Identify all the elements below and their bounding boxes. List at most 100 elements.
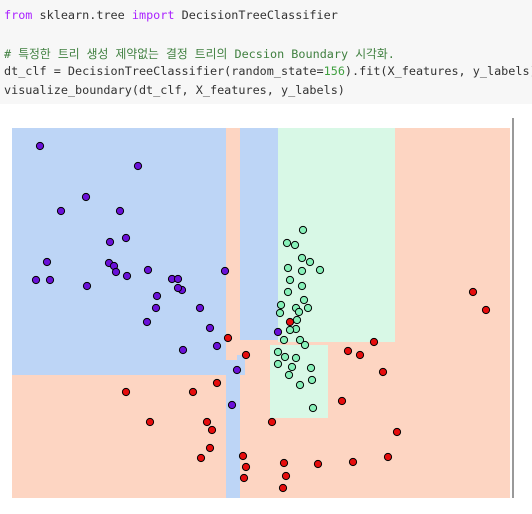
point <box>481 305 491 315</box>
point <box>133 161 143 171</box>
point <box>285 325 295 335</box>
point <box>232 365 242 375</box>
point <box>195 303 205 313</box>
point <box>212 341 222 351</box>
code-token: # 특정한 트리 생성 제약없는 결정 트리의 Decsion Boundary… <box>4 47 395 61</box>
point <box>348 457 358 467</box>
point <box>307 375 317 385</box>
point <box>241 462 251 472</box>
point <box>115 206 125 216</box>
point <box>295 380 305 390</box>
point <box>313 459 323 469</box>
code-token: visualize_boundary(dt_clf, X_features, y… <box>4 83 345 97</box>
code-line: from sklearn.tree import DecisionTreeCla… <box>4 8 338 22</box>
point <box>355 350 365 360</box>
point <box>105 237 115 247</box>
point <box>151 303 161 313</box>
decision-regions <box>12 128 510 498</box>
point <box>142 317 152 327</box>
point <box>283 287 293 297</box>
point <box>45 275 55 285</box>
point <box>276 300 286 310</box>
point <box>42 257 52 267</box>
point <box>297 281 307 291</box>
point <box>35 141 45 151</box>
point <box>202 417 212 427</box>
point <box>223 333 233 343</box>
point <box>173 283 183 293</box>
point <box>205 443 215 453</box>
point <box>297 253 307 263</box>
point <box>337 396 347 406</box>
code-line: # 특정한 트리 생성 제약없는 결정 트리의 Decsion Boundary… <box>4 45 395 62</box>
point <box>305 257 315 267</box>
point <box>239 473 249 483</box>
code-line: visualize_boundary(dt_clf, X_features, y… <box>4 83 345 97</box>
region <box>240 128 278 340</box>
point <box>315 265 325 275</box>
code-token: import <box>131 8 175 22</box>
point <box>188 387 198 397</box>
region <box>237 355 245 375</box>
point <box>143 265 153 275</box>
point <box>81 192 91 202</box>
chart <box>12 118 514 498</box>
point <box>121 387 131 397</box>
point <box>227 400 237 410</box>
point <box>152 291 162 301</box>
point <box>173 274 183 284</box>
point <box>281 471 291 481</box>
code-cell[interactable]: from sklearn.tree import DecisionTreeCla… <box>0 0 532 104</box>
point <box>292 315 302 325</box>
point <box>300 340 310 350</box>
point <box>267 417 277 427</box>
point <box>285 317 295 327</box>
region <box>12 128 226 375</box>
point <box>280 352 290 362</box>
point <box>295 335 305 345</box>
code-token: dt_clf = DecisionTreeClassifier(random_s… <box>4 64 324 78</box>
point <box>196 453 206 463</box>
point <box>145 417 155 427</box>
point <box>241 350 251 360</box>
point <box>392 427 402 437</box>
point <box>291 353 301 363</box>
point <box>207 425 217 435</box>
point <box>297 266 307 276</box>
point <box>238 451 248 461</box>
point <box>273 347 283 357</box>
code-line: dt_clf = DecisionTreeClassifier(random_s… <box>4 64 532 78</box>
point <box>369 337 379 347</box>
point <box>212 378 222 388</box>
point <box>82 281 92 291</box>
point <box>178 345 188 355</box>
point <box>306 363 316 373</box>
point <box>294 307 304 317</box>
point <box>284 370 294 380</box>
point <box>56 206 66 216</box>
point <box>121 233 131 243</box>
point <box>285 275 295 285</box>
point <box>468 287 478 297</box>
point <box>290 240 300 250</box>
point <box>282 238 292 248</box>
point <box>303 303 313 313</box>
point <box>273 327 283 337</box>
point <box>299 295 309 305</box>
point <box>205 323 215 333</box>
point <box>287 362 297 372</box>
point <box>308 403 318 413</box>
point <box>279 335 289 345</box>
point <box>31 275 41 285</box>
code-token: from <box>4 8 33 22</box>
point <box>111 267 121 277</box>
point <box>279 458 289 468</box>
point <box>383 452 393 462</box>
point <box>283 263 293 273</box>
code-token: sklearn.tree <box>32 8 132 22</box>
point <box>122 271 132 281</box>
code-token: 156 <box>323 64 345 78</box>
region <box>226 360 240 498</box>
point <box>275 308 285 318</box>
